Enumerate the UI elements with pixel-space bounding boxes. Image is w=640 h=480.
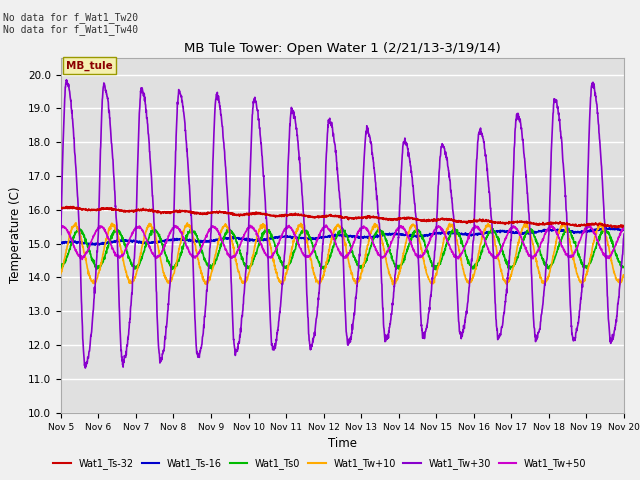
Wat1_Ts-32 — [214, 210, 222, 216]
Wat1_Ts-32 — [620, 224, 628, 229]
Wat1_Tw+50 — [620, 224, 628, 230]
Wat1_Tw+50 — [78, 257, 86, 263]
Wat1_Ts0 — [586, 260, 594, 265]
Text: MB_tule: MB_tule — [67, 60, 113, 71]
Wat1_Tw+30 — [620, 231, 628, 237]
Wat1_Tw+10 — [359, 265, 367, 271]
Line: Wat1_Ts-16: Wat1_Ts-16 — [61, 228, 624, 245]
X-axis label: Time: Time — [328, 437, 357, 450]
Wat1_Ts-16 — [214, 237, 222, 242]
Wat1_Ts0 — [433, 267, 441, 273]
Wat1_Ts-16 — [371, 233, 379, 239]
Wat1_Ts0 — [359, 263, 367, 268]
Wat1_Ts-16 — [599, 225, 607, 230]
Wat1_Tw+30 — [81, 365, 89, 371]
Wat1_Ts0 — [371, 232, 379, 238]
Wat1_Ts-16 — [571, 229, 579, 235]
Wat1_Ts-16 — [620, 227, 628, 232]
Line: Wat1_Tw+10: Wat1_Tw+10 — [61, 222, 624, 285]
Wat1_Ts-16 — [57, 240, 65, 245]
Wat1_Ts0 — [150, 225, 158, 231]
Wat1_Tw+10 — [586, 256, 594, 262]
Legend: Wat1_Ts-32, Wat1_Ts-16, Wat1_Ts0, Wat1_Tw+10, Wat1_Tw+30, Wat1_Tw+50: Wat1_Ts-32, Wat1_Ts-16, Wat1_Ts0, Wat1_T… — [49, 454, 591, 473]
Wat1_Ts-16 — [506, 229, 514, 235]
Wat1_Tw+30 — [372, 179, 380, 185]
Line: Wat1_Tw+30: Wat1_Tw+30 — [61, 80, 624, 368]
Wat1_Ts0 — [571, 240, 579, 246]
Wat1_Tw+30 — [57, 231, 65, 237]
Wat1_Tw+30 — [507, 242, 515, 248]
Wat1_Tw+50 — [323, 222, 330, 228]
Wat1_Ts0 — [214, 253, 222, 259]
Wat1_Tw+10 — [371, 225, 379, 230]
Wat1_Ts-32 — [371, 215, 379, 220]
Wat1_Tw+50 — [214, 228, 222, 234]
Wat1_Tw+10 — [503, 282, 511, 288]
Wat1_Ts-16 — [92, 242, 99, 248]
Wat1_Tw+50 — [586, 223, 594, 228]
Wat1_Ts-32 — [506, 220, 514, 226]
Wat1_Tw+10 — [620, 273, 628, 278]
Wat1_Tw+50 — [507, 226, 515, 231]
Wat1_Tw+50 — [359, 224, 367, 230]
Wat1_Tw+30 — [586, 99, 594, 105]
Wat1_Ts-32 — [571, 222, 579, 228]
Wat1_Tw+50 — [57, 225, 65, 231]
Y-axis label: Temperature (C): Temperature (C) — [10, 187, 22, 284]
Wat1_Tw+30 — [359, 176, 367, 182]
Wat1_Ts-32 — [612, 225, 620, 230]
Wat1_Tw+30 — [63, 77, 70, 83]
Wat1_Ts-32 — [63, 204, 70, 209]
Line: Wat1_Ts-32: Wat1_Ts-32 — [61, 206, 624, 228]
Wat1_Tw+30 — [571, 336, 579, 341]
Wat1_Tw+10 — [596, 219, 604, 225]
Title: MB Tule Tower: Open Water 1 (2/21/13-3/19/14): MB Tule Tower: Open Water 1 (2/21/13-3/1… — [184, 42, 500, 55]
Wat1_Ts-32 — [586, 221, 594, 227]
Wat1_Ts-16 — [586, 228, 594, 234]
Text: No data for f_Wat1_Tw20
No data for f_Wat1_Tw40: No data for f_Wat1_Tw20 No data for f_Wa… — [3, 12, 138, 36]
Line: Wat1_Tw+50: Wat1_Tw+50 — [61, 225, 624, 260]
Wat1_Tw+30 — [214, 93, 222, 99]
Line: Wat1_Ts0: Wat1_Ts0 — [61, 228, 624, 270]
Wat1_Tw+10 — [214, 239, 221, 245]
Wat1_Ts0 — [620, 264, 628, 270]
Wat1_Tw+10 — [506, 274, 514, 279]
Wat1_Ts-32 — [359, 215, 367, 221]
Wat1_Tw+10 — [571, 261, 579, 267]
Wat1_Tw+50 — [372, 246, 380, 252]
Wat1_Ts-16 — [359, 234, 367, 240]
Wat1_Ts-32 — [57, 204, 65, 210]
Wat1_Tw+50 — [571, 250, 579, 256]
Wat1_Ts0 — [507, 264, 515, 270]
Wat1_Tw+10 — [57, 271, 65, 276]
Wat1_Ts0 — [57, 265, 65, 271]
